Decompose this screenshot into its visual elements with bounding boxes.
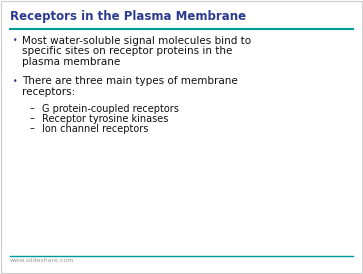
Text: •: • <box>13 36 17 45</box>
Text: –: – <box>30 113 35 124</box>
Text: •: • <box>13 76 17 85</box>
Text: plasma membrane: plasma membrane <box>22 57 120 67</box>
Text: Ion channel receptors: Ion channel receptors <box>42 124 148 133</box>
Text: receptors:: receptors: <box>22 87 75 97</box>
Text: Receptor tyrosine kinases: Receptor tyrosine kinases <box>42 113 168 124</box>
Text: Most water-soluble signal molecules bind to: Most water-soluble signal molecules bind… <box>22 36 251 46</box>
Text: There are three main types of membrane: There are three main types of membrane <box>22 76 238 87</box>
Text: G protein-coupled receptors: G protein-coupled receptors <box>42 104 179 113</box>
Text: specific sites on receptor proteins in the: specific sites on receptor proteins in t… <box>22 47 232 56</box>
Text: Receptors in the Plasma Membrane: Receptors in the Plasma Membrane <box>10 10 246 23</box>
Text: –: – <box>30 104 35 113</box>
Text: –: – <box>30 124 35 133</box>
Text: www.slideshare.com: www.slideshare.com <box>10 258 74 263</box>
